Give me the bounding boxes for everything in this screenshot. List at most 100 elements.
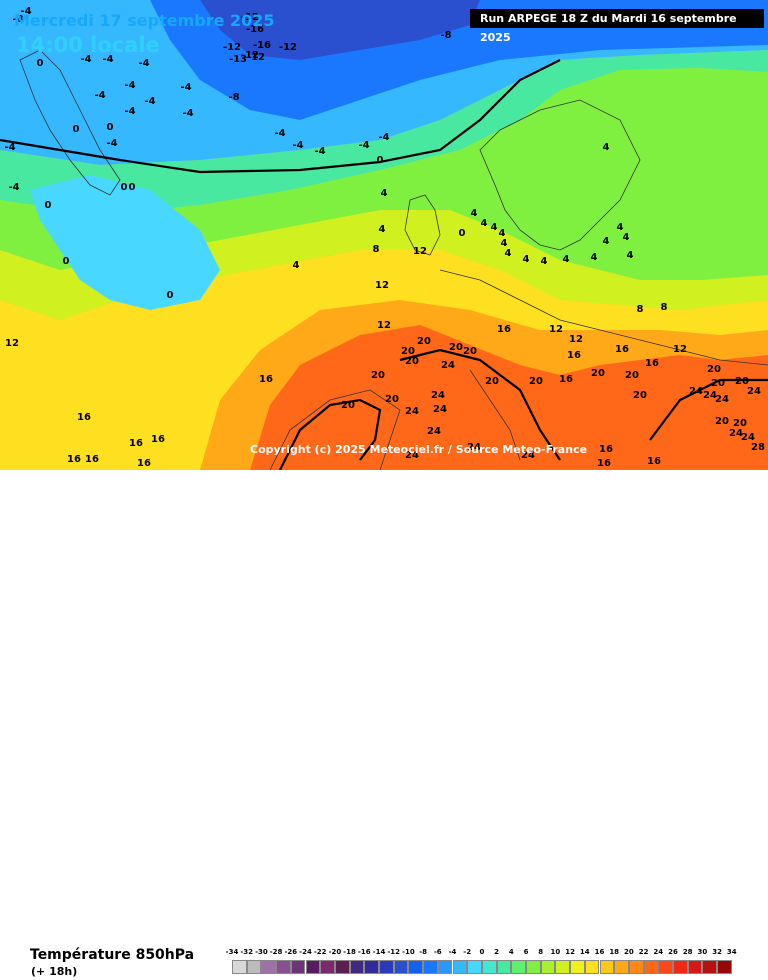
isotherm-label: 0 <box>107 122 114 133</box>
isotherm-label: -4 <box>144 96 155 107</box>
isotherm-label: -12 <box>241 50 259 61</box>
isotherm-label: 8 <box>661 302 668 313</box>
isotherm-label: 24 <box>703 390 717 401</box>
legend-swatch <box>452 960 468 974</box>
isotherm-label: 16 <box>597 458 611 469</box>
isotherm-label: 8 <box>637 304 644 315</box>
legend-swatch <box>702 960 718 974</box>
isotherm-label: 0 <box>129 182 136 193</box>
isotherm-label: 4 <box>623 232 630 243</box>
isotherm-label: 16 <box>647 456 661 467</box>
isotherm-label: -4 <box>292 140 303 151</box>
isotherm-label: -4 <box>4 142 15 153</box>
legend-swatch <box>364 960 379 974</box>
isotherm-label: -4 <box>378 132 389 143</box>
isotherm-label: 20 <box>385 394 399 405</box>
legend-swatch <box>349 960 365 974</box>
isotherm-label: 20 <box>529 376 543 387</box>
legend-swatch <box>658 960 673 974</box>
legend-swatch <box>496 960 512 974</box>
isotherm-label: 20 <box>735 376 749 387</box>
isotherm-label: 16 <box>67 454 81 465</box>
isotherm-label: -4 <box>20 6 31 17</box>
isotherm-label: 16 <box>137 458 151 469</box>
isotherm-label: 12 <box>569 334 583 345</box>
legend-swatch <box>717 960 732 974</box>
isotherm-label: -4 <box>106 138 117 149</box>
isotherm-label: -4 <box>8 182 19 193</box>
field-cyan-atlantic <box>30 175 220 310</box>
legend-swatch <box>540 960 556 974</box>
isotherm-label: -8 <box>440 30 451 41</box>
coast-europe <box>439 269 768 366</box>
isotherm-label: 4 <box>481 218 488 229</box>
isotherm-label: 0 <box>45 200 52 211</box>
legend-swatch <box>290 960 306 974</box>
isotherm-label: 16 <box>599 444 613 455</box>
isotherm-label: 12 <box>377 320 391 331</box>
isotherm-label: 16 <box>559 374 573 385</box>
legend-swatch <box>584 960 600 974</box>
color-scale-legend: -34 -32 -30 -28 -26 -24 -22 -20 -18 -16 -14 -12 -10-… <box>226 948 754 980</box>
isotherm-label: 24 <box>427 426 441 437</box>
isotherm-label: 4 <box>471 208 478 219</box>
isotherm-label: 20 <box>417 336 431 347</box>
forecast-time: 14:00 locale <box>16 33 160 57</box>
isotherm-label: 24 <box>405 406 419 417</box>
isotherm-label: 24 <box>747 386 761 397</box>
copyright-notice: Copyright (c) 2025 Meteociel.fr / Source… <box>250 443 588 456</box>
legend-swatch <box>232 960 247 974</box>
isotherm-label: 20 <box>707 364 721 375</box>
isotherm-label: 24 <box>689 386 703 397</box>
isotherm-labels: -12-16-12 -12-16-12-13 -12-8-4-8-4 -4 -4-4-4… <box>4 6 765 469</box>
isotherm-label: 4 <box>499 228 506 239</box>
isotherm-0 <box>0 59 561 174</box>
isotherm-label: -4 <box>102 54 113 65</box>
forecast-date: Mercredi 17 septembre 2025 <box>14 11 275 30</box>
coastlines <box>19 49 768 470</box>
legend-swatch <box>393 960 409 974</box>
isotherm-label: 12 <box>375 280 389 291</box>
isotherm-label: 0 <box>73 124 80 135</box>
isotherm-label: 24 <box>715 394 729 405</box>
isotherm-label: -12 <box>241 12 259 23</box>
field-band-10 <box>0 210 768 320</box>
coast-scandinavia <box>479 99 641 251</box>
isotherm-label: 24 <box>521 450 535 461</box>
variable-title: Température 850hPa <box>30 947 195 963</box>
legend-swatch <box>614 960 629 974</box>
isotherm-label: -16 <box>246 24 264 35</box>
isotherm-label: -12 <box>279 42 297 53</box>
isotherm-label: 4 <box>617 222 624 233</box>
legend-swatch <box>643 960 659 974</box>
legend-swatch <box>437 960 453 974</box>
isotherm-label: 24 <box>431 390 445 401</box>
isotherm-label: 20 <box>625 370 639 381</box>
isotherm-label: 12 <box>673 344 687 355</box>
legend-swatch <box>673 960 688 974</box>
isotherm-label: -4 <box>138 58 149 69</box>
legend-swatch <box>481 960 497 974</box>
isotherm-label: 16 <box>85 454 99 465</box>
isotherm-label: 12 <box>549 324 563 335</box>
isotherm-label: 20 <box>591 368 605 379</box>
isotherm-label: -12 <box>223 42 241 53</box>
legend-swatch <box>320 960 335 974</box>
legend-swatch <box>379 960 394 974</box>
isotherm-label: -4 <box>182 108 193 119</box>
footer: Température 850hPa (+ 18h) -34 -32 -30 -28-… <box>0 470 768 978</box>
isotherm-label: 4 <box>563 254 570 265</box>
legend-swatch <box>261 960 277 974</box>
isotherm-label: 20 <box>715 416 729 427</box>
legend-swatch <box>246 960 262 974</box>
field-band-2 <box>0 50 768 215</box>
isotherm-label: -4 <box>124 80 135 91</box>
isotherm-label: -4 <box>358 140 369 151</box>
isotherm-label: 24 <box>441 360 455 371</box>
isotherm-label: 16 <box>259 374 273 385</box>
isotherm-label: 4 <box>541 256 548 267</box>
isotherm-label: 4 <box>603 142 610 153</box>
temperature-map: -12-16-12 -12-16-12-13 -12-8-4-8-4 -4 -4-4-4… <box>0 0 768 470</box>
isotherm-label: 4 <box>505 248 512 259</box>
